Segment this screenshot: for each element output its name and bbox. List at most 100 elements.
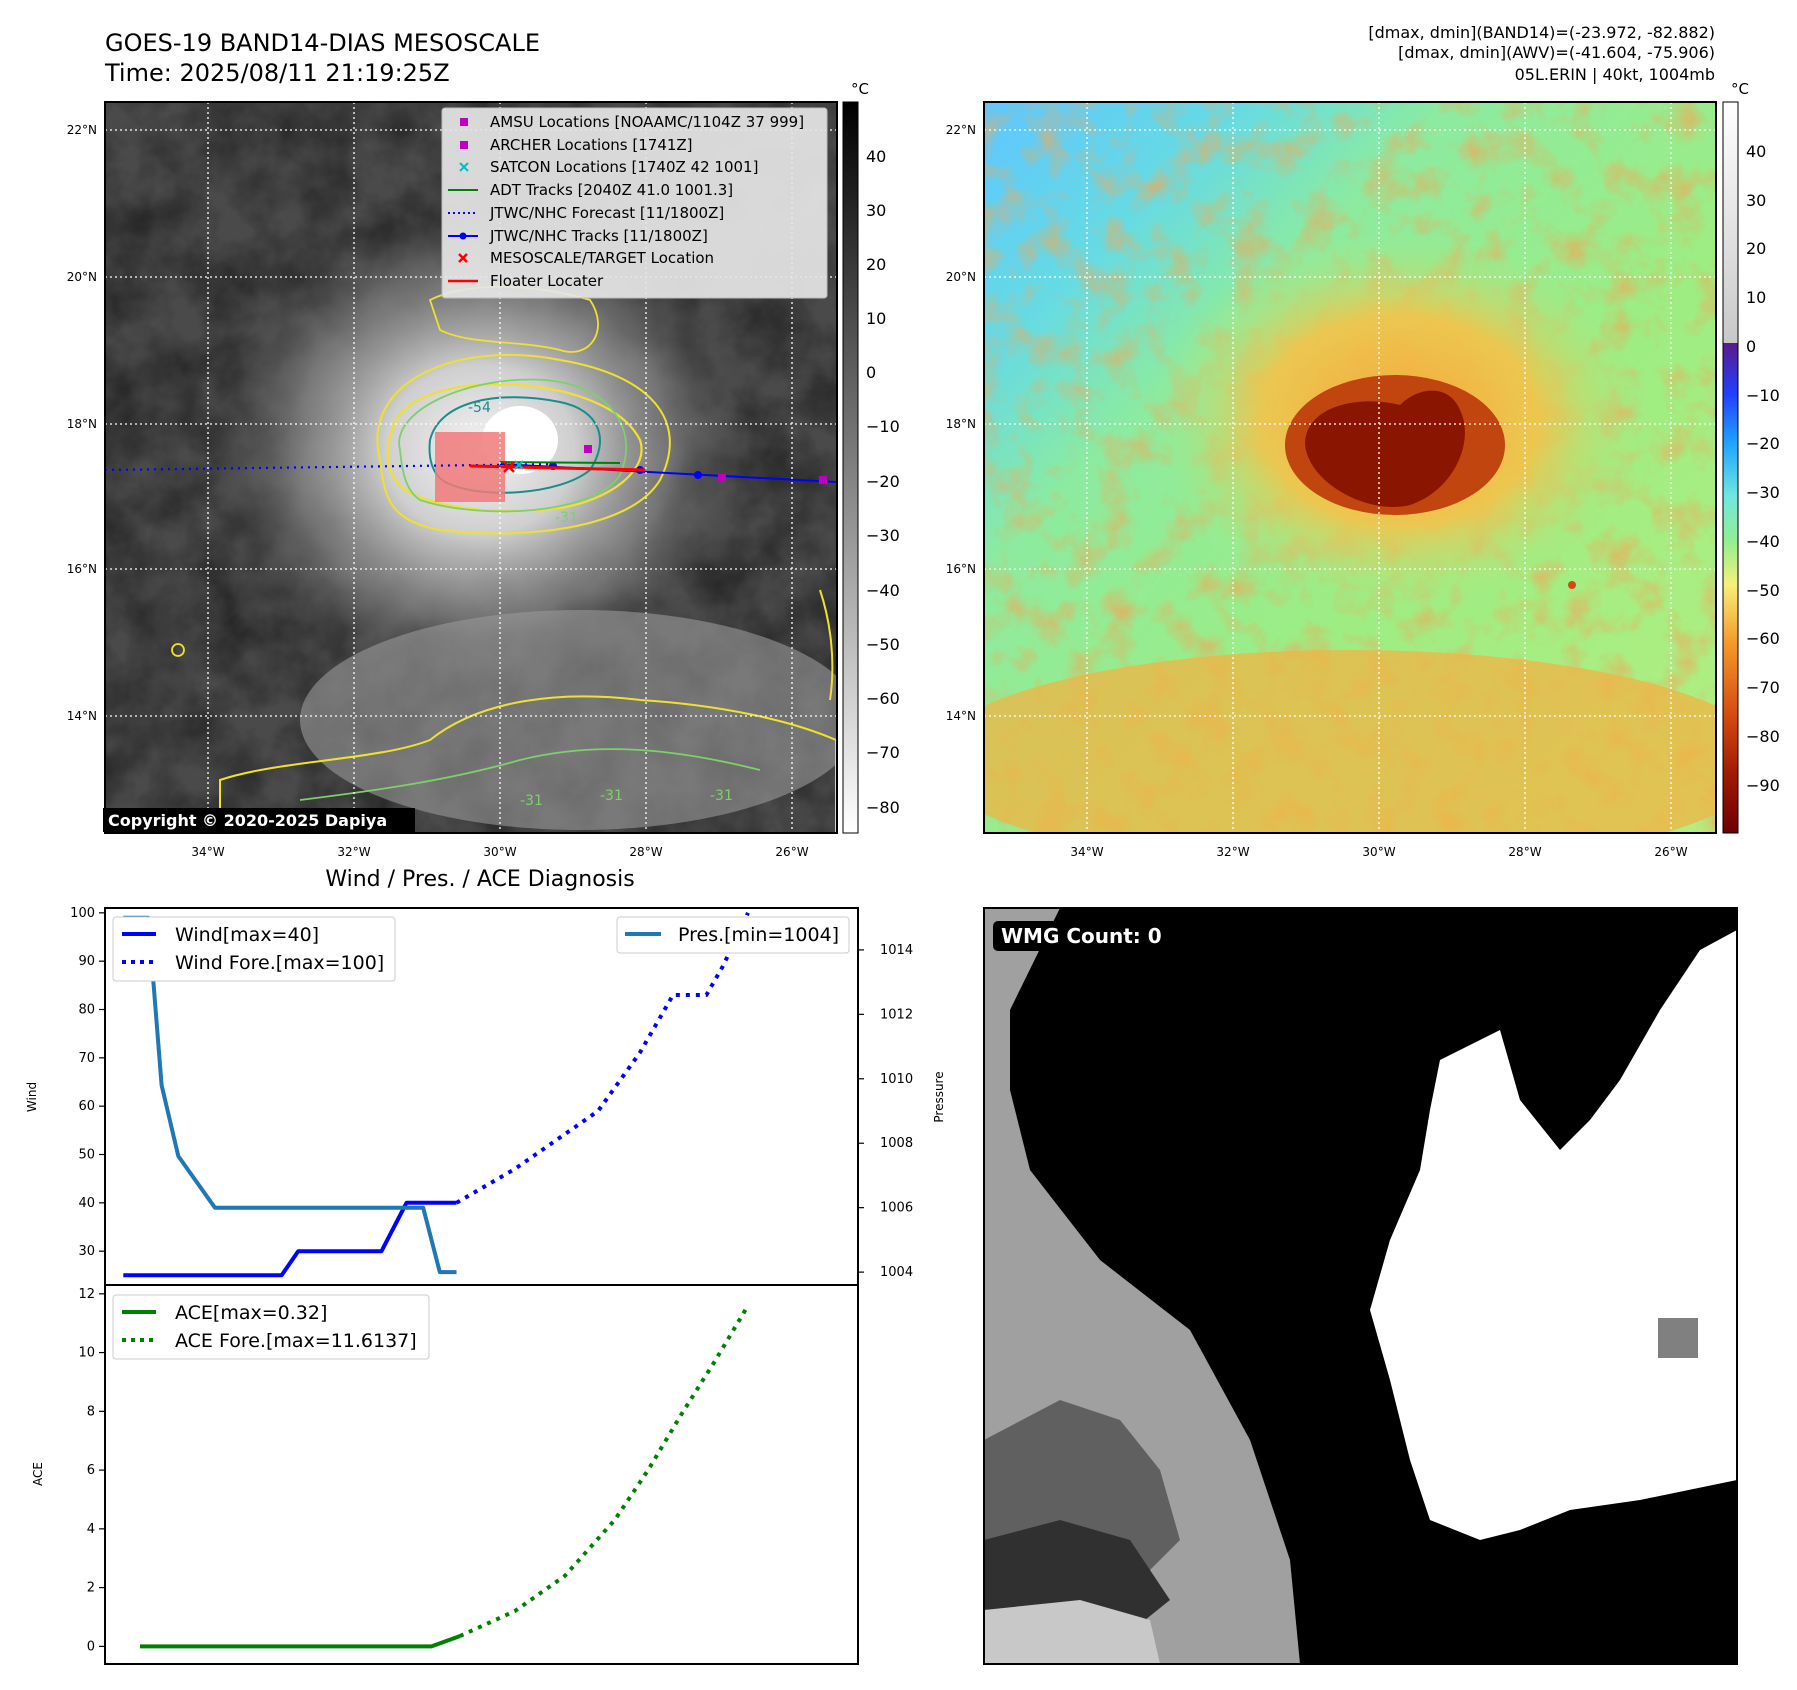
pres-tick-label-0: 1014 [880, 943, 913, 958]
wind-legend: Wind[max=40] Wind Fore.[max=100] [112, 916, 396, 982]
wv-cbar-tick-5: −10 [1746, 386, 1780, 405]
ir-cbar-tick-12: −80 [866, 798, 900, 817]
wv-colorbar-unit: °C [1731, 80, 1749, 98]
wind-legend-box [112, 916, 396, 982]
ir-cbar-tick-10: −60 [866, 689, 900, 708]
satcon-x-marker [514, 460, 524, 470]
copyright-box [103, 808, 415, 832]
figure-title: GOES-19 BAND14-DIAS MESOSCALE [105, 29, 540, 57]
storm-info-text: 05L.ERIN | 40kt, 1004mb [1515, 65, 1715, 84]
wind-tick-label-5: 50 [78, 1148, 95, 1163]
ir-colorbar: °C 40 30 20 10 0 −10 −20 −30 −40 −50 −60… [842, 80, 900, 834]
ir-map-panel: -54 -31 -31 -31 -31 [67, 101, 838, 859]
ir-lon-30: 30°W [483, 845, 516, 859]
ace-chart-frame [104, 1284, 859, 1665]
ir-cbar-tick-4: 0 [866, 363, 876, 382]
wv-lon-26: 26°W [1654, 845, 1687, 859]
wv-cbar-tick-13: −90 [1746, 776, 1780, 795]
ace-tick-label-2: 8 [87, 1404, 95, 1419]
ir-cbar-tick-6: −20 [866, 472, 900, 491]
wind-series-1 [455, 911, 750, 1205]
amsu-marker-2 [819, 476, 827, 484]
ir-southern-clouds [300, 610, 837, 830]
wv-map-panel: 22°N 20°N 18°N 16°N 14°N 34°W 32°W 30°W … [946, 101, 1717, 859]
diagnosis-title: Wind / Pres. / ACE Diagnosis [325, 867, 634, 892]
pres-tick-label-4: 1006 [880, 1201, 913, 1216]
legend-box [441, 107, 828, 299]
legend-adt-label: ADT Tracks [2040Z 41.0 1001.3] [490, 181, 733, 199]
wmg-gray-block [1658, 1318, 1698, 1358]
legend-archer-label: ARCHER Locations [1741Z] [490, 136, 693, 154]
ir-lon-28: 28°W [629, 845, 662, 859]
wind-tick-label-6: 40 [78, 1196, 95, 1211]
legend-tracks-dot [459, 232, 467, 240]
ir-frame [104, 101, 838, 834]
ace-chart: 12 10 8 6 4 2 0 ACE ACE[max=0.32] ACE Fore.[ma… [31, 1284, 859, 1665]
wind-tick-label-0: 100 [70, 906, 95, 921]
legend-floater-label: Floater Locater [490, 272, 604, 290]
wv-lon-34: 34°W [1070, 845, 1103, 859]
copyright-text: Copyright © 2020-2025 Dapiya [108, 811, 387, 830]
legend-tracks-label: JTWC/NHC Tracks [11/1800Z] [489, 227, 708, 245]
pres-legend-box [616, 916, 850, 954]
legend-amsu-label: AMSU Locations [NOAAMC/1104Z 37 999] [490, 113, 804, 131]
legend-archer-marker [460, 141, 468, 149]
ace-legend: ACE[max=0.32] ACE Fore.[max=11.6137] [112, 1294, 430, 1360]
ir-cbar-tick-8: −40 [866, 581, 900, 600]
wv-core-inner [1305, 390, 1465, 507]
wind-axis-ticks: 100 90 80 70 60 50 40 30 [70, 906, 105, 1259]
pres-legend-label: Pres.[min=1004] [678, 924, 839, 946]
wv-lat-labels: 22°N 20°N 18°N 16°N 14°N [946, 123, 976, 723]
wv-gridlines [984, 102, 1716, 833]
wv-cbar-tick-0: 40 [1746, 142, 1766, 161]
amsu-marker-1 [718, 474, 726, 482]
wv-cbar-tick-1: 30 [1746, 191, 1766, 210]
contour-yellow-east [819, 589, 834, 701]
wv-cbar-tick-4: 0 [1746, 337, 1756, 356]
ir-lat-labels: 22°N 20°N 18°N 16°N 14°N [67, 123, 97, 723]
legend-amsu-marker [460, 118, 468, 126]
wv-frame [983, 101, 1717, 834]
wv-lon-labels: 34°W 32°W 30°W 28°W 26°W [1070, 845, 1687, 859]
ir-lon-32: 32°W [337, 845, 370, 859]
wv-cbar-tick-6: −20 [1746, 434, 1780, 453]
ir-cbar-tick-1: 30 [866, 201, 886, 220]
ir-cbar-tick-5: −10 [866, 417, 900, 436]
ir-colorbar-ticks: 40 30 20 10 0 −10 −20 −30 −40 −50 −60 −7… [866, 147, 900, 817]
pres-tick-label-2: 1010 [880, 1072, 913, 1087]
wind-fore-legend-label: Wind Fore.[max=100] [175, 952, 384, 974]
contour-label-1: -54 [468, 400, 491, 416]
wv-southern-moisture [984, 650, 1716, 833]
ir-colorbar-gradient [842, 101, 859, 834]
wind-series-lines [123, 911, 750, 1278]
pressure-axis-label: Pressure [932, 1071, 946, 1122]
ace-tick-label-0: 12 [78, 1287, 95, 1302]
wv-lon-28: 28°W [1508, 845, 1541, 859]
wv-cbar-tick-3: 10 [1746, 288, 1766, 307]
legend-target-marker [458, 253, 468, 263]
contour-yellow-speck [171, 643, 185, 657]
ir-cbar-tick-2: 20 [866, 255, 886, 274]
wind-series-2 [123, 915, 457, 1275]
wv-lat-14: 14°N [946, 709, 976, 723]
ace-legend-box [112, 1294, 430, 1360]
wind-tick-label-3: 70 [78, 1051, 95, 1066]
figure-time: Time: 2025/08/11 21:19:25Z [104, 59, 450, 87]
ir-lon-26: 26°W [775, 845, 808, 859]
ace-tick-label-3: 6 [87, 1463, 95, 1478]
wind-tick-label-2: 80 [78, 1003, 95, 1018]
wv-colorbar-ticks: 40 30 20 10 0 −10 −20 −30 −40 −50 −60 −7… [1746, 142, 1780, 795]
wind-axis-label: Wind [25, 1082, 39, 1112]
legend-forecast-label: JTWC/NHC Forecast [11/1800Z] [489, 204, 724, 222]
wv-cbar-tick-11: −70 [1746, 678, 1780, 697]
wv-lat-20: 20°N [946, 270, 976, 284]
dmax-band14-text: [dmax, dmin](BAND14)=(-23.972, -82.882) [1368, 23, 1715, 42]
legend-satcon-label: SATCON Locations [1740Z 42 1001] [490, 158, 758, 176]
ir-lat-20: 20°N [67, 270, 97, 284]
ir-lon-labels: 34°W 32°W 30°W 28°W 26°W [191, 845, 808, 859]
ir-lat-16: 16°N [67, 562, 97, 576]
pres-tick-label-3: 1008 [880, 1136, 913, 1151]
legend-target-label: MESOSCALE/TARGET Location [490, 249, 714, 267]
wv-colorbar-gradient [1722, 101, 1739, 834]
